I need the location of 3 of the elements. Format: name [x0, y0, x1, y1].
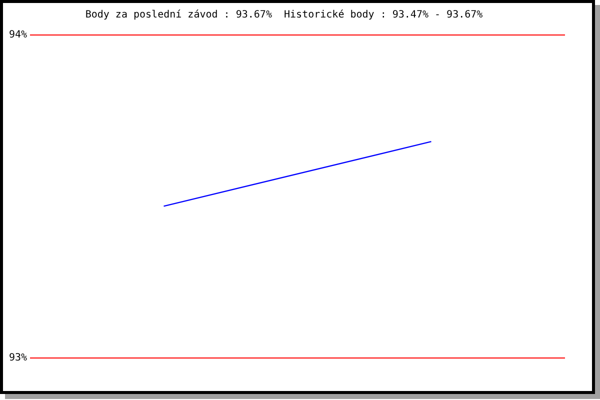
y-tick-label: 94% — [8, 30, 27, 41]
chart-title: Body za poslední závod : 93.67% Historické body : 93.47% - 93.67% — [85, 10, 483, 21]
y-tick-label: 93% — [8, 352, 27, 364]
